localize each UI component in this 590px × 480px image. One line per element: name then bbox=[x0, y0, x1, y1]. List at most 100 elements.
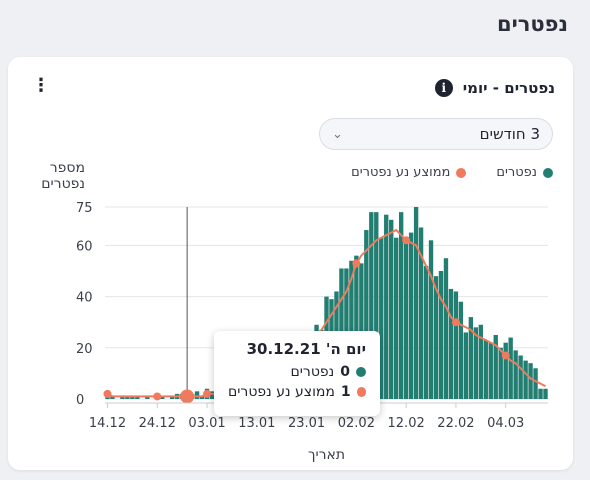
tooltip-label-deaths: נפטרים bbox=[290, 364, 335, 380]
bar bbox=[518, 355, 523, 399]
page-title: נפטרים bbox=[496, 12, 568, 36]
y-tick-label: 60 bbox=[76, 239, 93, 254]
legend-item-moving-average[interactable]: ממוצע נע נפטרים bbox=[351, 165, 467, 180]
bar bbox=[513, 350, 518, 399]
bar bbox=[483, 340, 488, 399]
card-header: נפטרים - יומי i bbox=[434, 79, 555, 97]
bar bbox=[418, 227, 424, 399]
bar bbox=[433, 276, 439, 399]
bar bbox=[463, 332, 469, 399]
bar bbox=[523, 360, 528, 399]
legend-label-deaths: נפטרים bbox=[496, 165, 537, 180]
bar bbox=[538, 388, 543, 399]
x-tick-label: 24.12 bbox=[139, 416, 176, 431]
x-tick-label: 14.12 bbox=[89, 416, 126, 431]
y-tick-label: 20 bbox=[76, 342, 93, 357]
bar bbox=[423, 265, 429, 399]
bar bbox=[443, 258, 449, 399]
bar bbox=[194, 391, 200, 399]
legend-dot-moving-average bbox=[456, 167, 467, 178]
range-select-value: 3 חודשים bbox=[479, 125, 540, 143]
bar bbox=[533, 368, 538, 399]
x-axis-label: תאריך bbox=[308, 447, 346, 463]
bar bbox=[120, 396, 125, 399]
chevron-down-icon: ⌄ bbox=[332, 126, 343, 142]
y-tick-label: 75 bbox=[76, 201, 93, 216]
moving-average-point bbox=[402, 236, 411, 245]
x-tick-label: 13.01 bbox=[238, 416, 275, 431]
bar bbox=[135, 396, 140, 399]
moving-average-point bbox=[451, 318, 460, 327]
bar bbox=[389, 219, 394, 399]
bar bbox=[508, 337, 513, 399]
range-select[interactable]: 3 חודשים ⌄ bbox=[319, 118, 553, 150]
bar bbox=[398, 212, 404, 399]
x-tick-label: 03.01 bbox=[188, 416, 225, 431]
info-icon[interactable]: i bbox=[434, 79, 453, 97]
y-tick-label: 40 bbox=[76, 291, 93, 306]
bar bbox=[374, 212, 379, 399]
bar bbox=[408, 232, 414, 399]
x-tick-label: 23.01 bbox=[288, 416, 325, 431]
bar bbox=[528, 363, 533, 399]
bar bbox=[130, 396, 135, 399]
bar bbox=[543, 388, 548, 399]
chart-tooltip: יום ה' 30.12.21 0 נפטרים 1 ממוצע נע נפטר… bbox=[214, 331, 380, 416]
bar bbox=[125, 396, 130, 399]
tooltip-label-moving-average: ממוצע נע נפטרים bbox=[228, 384, 335, 400]
bar bbox=[403, 240, 409, 399]
legend-item-deaths[interactable]: נפטרים bbox=[496, 165, 553, 180]
bar bbox=[488, 342, 493, 399]
bar bbox=[170, 396, 175, 399]
kebab-menu-icon[interactable]: ⋮ bbox=[32, 75, 50, 96]
x-tick-label: 12.02 bbox=[388, 416, 425, 431]
legend-dot-deaths bbox=[543, 167, 553, 178]
moving-average-point bbox=[203, 389, 212, 398]
bar bbox=[110, 396, 115, 399]
moving-average-point bbox=[103, 389, 112, 398]
bar bbox=[354, 255, 359, 399]
bar bbox=[199, 396, 205, 399]
bar bbox=[458, 301, 464, 399]
highlighted-point bbox=[180, 389, 195, 404]
x-tick-label: 04.03 bbox=[487, 416, 524, 431]
bar bbox=[393, 237, 399, 399]
bar bbox=[478, 324, 483, 399]
bar bbox=[438, 271, 444, 399]
moving-average-point bbox=[153, 392, 162, 401]
tooltip-dot-moving-average bbox=[356, 387, 366, 397]
y-tick-label: 0 bbox=[76, 393, 84, 408]
bar bbox=[453, 291, 459, 399]
bar bbox=[369, 212, 374, 399]
tooltip-value-moving-average: 1 bbox=[340, 384, 351, 400]
tooltip-date: יום ה' 30.12.21 bbox=[246, 340, 366, 358]
bar bbox=[448, 288, 454, 399]
bar bbox=[413, 207, 419, 399]
tooltip-row-moving-average: 1 ממוצע נע נפטרים bbox=[228, 384, 366, 400]
bar bbox=[498, 347, 503, 399]
bar bbox=[493, 335, 498, 399]
chart-legend: נפטרים ממוצע נע נפטרים bbox=[351, 165, 553, 180]
bar bbox=[384, 214, 389, 399]
legend-label-moving-average: ממוצע נע נפטרים bbox=[351, 165, 451, 180]
card-title: נפטרים - יומי bbox=[462, 79, 555, 97]
moving-average-point bbox=[352, 259, 361, 268]
bar bbox=[379, 237, 384, 399]
bar bbox=[349, 260, 354, 399]
bar bbox=[428, 240, 434, 399]
tooltip-row-deaths: 0 נפטרים bbox=[228, 364, 366, 380]
y-axis-label: מספר נפטרים bbox=[41, 160, 85, 192]
tooltip-dot-deaths bbox=[356, 367, 366, 377]
x-tick-label: 02.02 bbox=[338, 416, 375, 431]
bar bbox=[473, 327, 479, 399]
bar bbox=[145, 396, 150, 399]
chart-card: נפטרים - יומי i ⋮ 3 חודשים ⌄ נפטרים ממוצ… bbox=[8, 57, 573, 470]
tooltip-value-deaths: 0 bbox=[340, 364, 350, 380]
bar bbox=[468, 317, 474, 399]
moving-average-point bbox=[501, 351, 510, 360]
bar bbox=[364, 230, 369, 399]
bar bbox=[160, 396, 165, 399]
x-tick-label: 22.02 bbox=[437, 416, 474, 431]
bar bbox=[209, 391, 215, 399]
bar bbox=[503, 342, 508, 399]
